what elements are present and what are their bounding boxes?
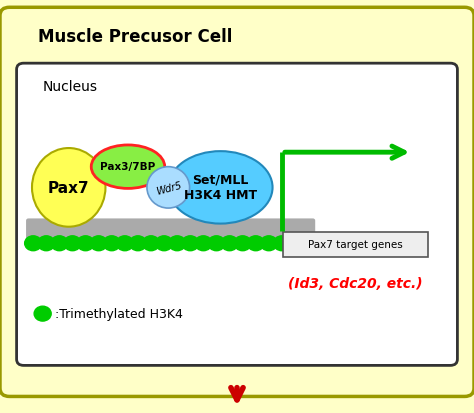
FancyBboxPatch shape [283,232,428,257]
Ellipse shape [91,146,165,189]
FancyBboxPatch shape [0,8,474,396]
FancyBboxPatch shape [26,219,315,242]
Circle shape [234,236,251,251]
Text: Set/MLL
H3K4 HMT: Set/MLL H3K4 HMT [184,173,257,202]
Text: Wdr5: Wdr5 [155,180,183,197]
Circle shape [143,236,160,251]
Ellipse shape [147,167,190,209]
Text: :Trimethylated H3K4: :Trimethylated H3K4 [55,307,182,320]
Text: Pax7: Pax7 [48,180,90,195]
Circle shape [260,236,277,251]
Circle shape [195,236,212,251]
Circle shape [221,236,238,251]
Text: Nucleus: Nucleus [43,80,98,94]
Circle shape [25,236,42,251]
Circle shape [90,236,107,251]
Circle shape [286,236,303,251]
Circle shape [116,236,133,251]
Circle shape [182,236,199,251]
Circle shape [38,236,55,251]
Circle shape [103,236,120,251]
Text: Pax3/7BP: Pax3/7BP [100,161,155,171]
Circle shape [34,306,51,321]
Ellipse shape [32,149,105,227]
Circle shape [247,236,264,251]
Ellipse shape [168,152,273,224]
Circle shape [169,236,186,251]
Circle shape [300,236,317,251]
Circle shape [77,236,94,251]
Text: Pax7 target genes: Pax7 target genes [308,240,403,250]
Circle shape [129,236,146,251]
Text: (Id3, Cdc20, etc.): (Id3, Cdc20, etc.) [288,276,423,290]
Circle shape [51,236,68,251]
Circle shape [64,236,81,251]
FancyBboxPatch shape [17,64,457,366]
Circle shape [208,236,225,251]
Circle shape [155,236,173,251]
Circle shape [273,236,291,251]
Text: Muscle Precusor Cell: Muscle Precusor Cell [38,28,232,46]
